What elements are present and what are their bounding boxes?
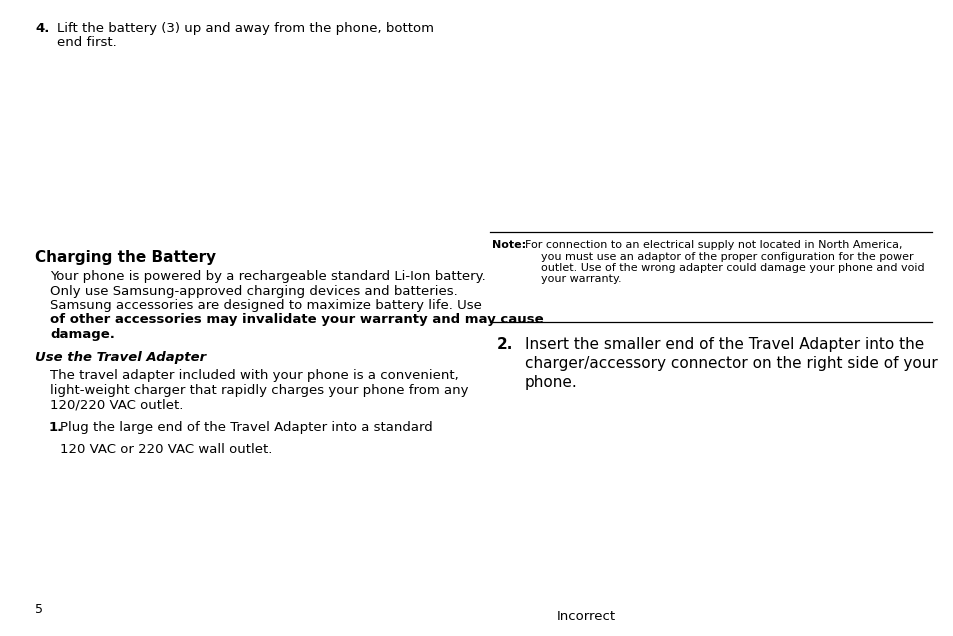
Text: 5: 5 xyxy=(35,603,43,616)
Text: Your phone is powered by a rechargeable standard Li-Ion battery.: Your phone is powered by a rechargeable … xyxy=(50,270,485,283)
Text: 1.: 1. xyxy=(49,421,63,434)
Text: 2.: 2. xyxy=(497,337,513,352)
Text: light-weight charger that rapidly charges your phone from any: light-weight charger that rapidly charge… xyxy=(50,384,468,397)
Text: Insert the smaller end of the Travel Adapter into the: Insert the smaller end of the Travel Ada… xyxy=(524,337,923,352)
Text: Note:: Note: xyxy=(492,240,525,250)
Text: Charging the Battery: Charging the Battery xyxy=(35,250,216,265)
Text: outlet. Use of the wrong adapter could damage your phone and void: outlet. Use of the wrong adapter could d… xyxy=(540,263,923,273)
Text: charger/accessory connector on the right side of your: charger/accessory connector on the right… xyxy=(524,356,937,371)
Text: Use the Travel Adapter: Use the Travel Adapter xyxy=(35,350,206,364)
Text: Incorrect: Incorrect xyxy=(557,610,616,623)
Text: you must use an adaptor of the proper configuration for the power: you must use an adaptor of the proper co… xyxy=(540,251,913,261)
Text: phone.: phone. xyxy=(524,375,578,390)
Text: 120/220 VAC outlet.: 120/220 VAC outlet. xyxy=(50,399,183,411)
Text: damage.: damage. xyxy=(50,328,114,341)
Text: Samsung accessories are designed to maximize battery life. Use: Samsung accessories are designed to maxi… xyxy=(50,299,481,312)
Text: For connection to an electrical supply not located in North America,: For connection to an electrical supply n… xyxy=(524,240,902,250)
Text: The travel adapter included with your phone is a convenient,: The travel adapter included with your ph… xyxy=(50,370,458,382)
Text: 4.: 4. xyxy=(35,22,50,35)
Text: end first.: end first. xyxy=(57,36,116,50)
Text: your warranty.: your warranty. xyxy=(540,275,621,284)
Text: Lift the battery (3) up and away from the phone, bottom: Lift the battery (3) up and away from th… xyxy=(57,22,434,35)
Text: 120 VAC or 220 VAC wall outlet.: 120 VAC or 220 VAC wall outlet. xyxy=(60,443,273,456)
Text: of other accessories may invalidate your warranty and may cause: of other accessories may invalidate your… xyxy=(50,314,543,326)
Text: Plug the large end of the Travel Adapter into a standard: Plug the large end of the Travel Adapter… xyxy=(60,421,433,434)
Text: Only use Samsung-approved charging devices and batteries.: Only use Samsung-approved charging devic… xyxy=(50,284,457,298)
